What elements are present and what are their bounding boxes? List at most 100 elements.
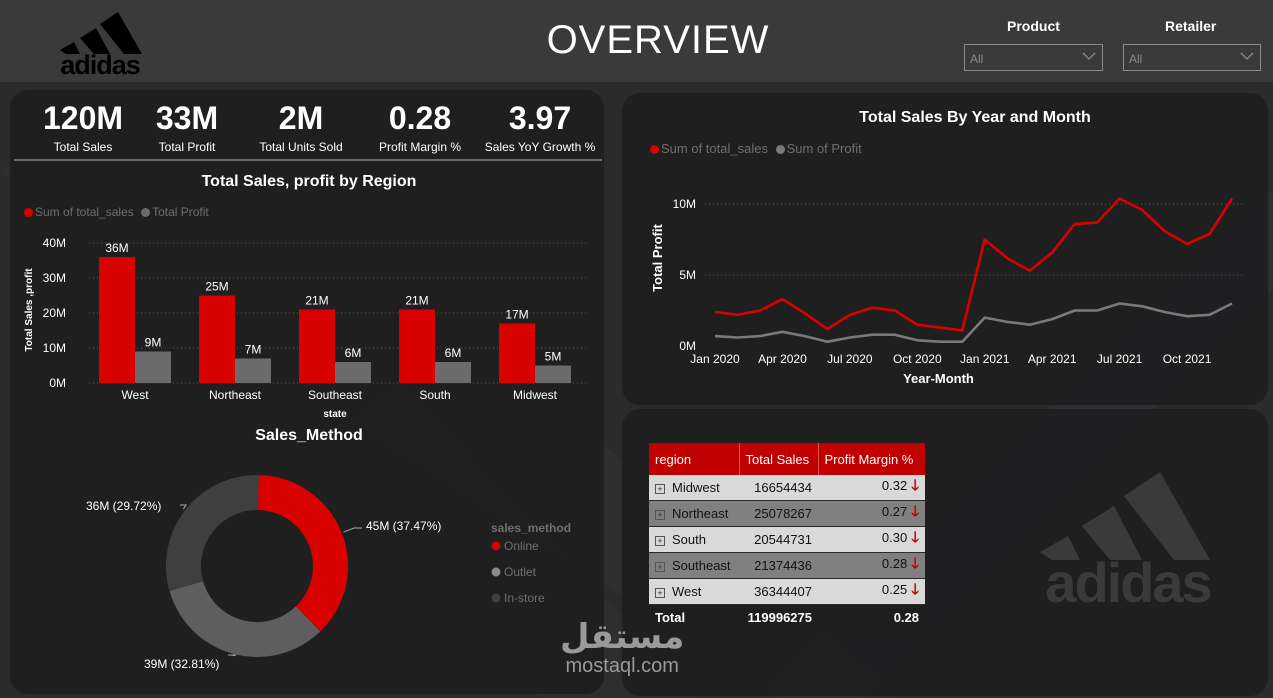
bar-profit [335,362,371,383]
data-label: 7M [245,343,262,357]
region-cell[interactable]: + West [649,578,739,605]
leader-line [180,504,187,510]
sales-cell: 25078267 [739,500,818,527]
region-cell[interactable]: + Midwest [649,475,739,501]
region-cell[interactable]: + Northeast [649,500,739,527]
line-chart-title: Total Sales By Year and Month [859,109,1091,126]
mostaql-watermark: مستقل mostaql.com [560,620,684,678]
donut-slice-online [258,475,349,632]
expand-icon[interactable]: + [655,562,665,572]
expand-icon[interactable]: + [655,588,665,598]
x-tick-label: Midwest [513,388,558,402]
col-header-region[interactable]: region [649,443,740,475]
legend-dot-profit [141,208,151,217]
y-tick-label: 30M [43,271,66,285]
adidas-watermark-logo: adidas [1040,472,1213,610]
x-tick-label: Jan 2021 [960,352,1010,366]
region-name: Midwest [672,480,720,495]
region-name: West [672,584,702,599]
total-label: Total [649,604,739,631]
donut-chart: 45M (37.47%) 39M (32.81%) 36M (29.72%) sale… [86,475,571,671]
y-tick-label: 5M [679,268,696,282]
margin-cell: 0.30 🡓 [818,526,925,553]
donut-chart-title: Sales_Method [255,427,363,444]
bar-chart-title: Total Sales, profit by Region [201,173,417,190]
col-header-profit-margin[interactable]: Profit Margin % [818,443,925,475]
kpi-label: Total Units Sold [259,140,343,154]
region-cell[interactable]: + Southeast [649,552,739,579]
leader-line [228,654,237,657]
expand-icon[interactable]: + [655,484,665,494]
y-axis-label: Total Profit [650,224,665,292]
bar-sales [199,295,235,383]
sales-cell: 20544731 [739,526,818,553]
x-tick-label: West [121,388,149,402]
sales-cell: 36344407 [739,578,818,605]
expand-icon[interactable]: + [655,510,665,520]
x-tick-label: Apr 2021 [1028,352,1077,366]
series-line-profit [714,302,1233,343]
data-label: 6M [445,346,462,360]
table-header-row: region Total Sales Profit Margin % [649,443,925,475]
margin-value: 0.27 [881,504,908,519]
x-tick-label: Jan 2020 [690,352,740,366]
region-name: South [672,532,706,547]
bar-chart-legend: Sum of total_sales Total Profit [24,205,209,219]
watermark-arabic: مستقل [560,618,685,656]
data-label: 25M [205,280,228,294]
kpi-sales-yoy: 3.97 Sales YoY Growth % [480,100,600,154]
watermark-latin: mostaql.com [565,655,679,677]
x-tick-label: Northeast [209,388,262,402]
x-axis-label: state [323,409,347,420]
y-tick-label: 10M [673,197,696,211]
bar-chart: 0M 10M 20M 30M 40M 36M 9M West 25M 7M Northeast 21M… [24,236,589,420]
slice-label: 36M (29.72%) [86,499,161,513]
series-line-sales [714,197,1234,332]
retailer-slicer-label: Retailer [1165,18,1217,34]
region-table: region Total Sales Profit Margin % + Midw… [649,443,925,631]
x-tick-label: Jul 2021 [1097,352,1143,366]
legend-dot [491,567,501,577]
data-label: 9M [145,336,162,350]
donut-slice-in-store [166,475,259,591]
bar-profit [235,358,271,383]
region-name: Northeast [672,506,729,521]
kpi-label: Sales YoY Growth % [484,140,596,154]
retailer-slicer[interactable]: All [1123,44,1261,71]
legend-label: In-store [504,591,545,605]
chevron-down-icon [1240,52,1254,60]
margin-cell: 0.27 🡓 [818,500,925,527]
table-row: + Northeast 25078267 0.27 🡓 [649,500,925,527]
data-label: 21M [405,294,428,308]
bar-sales [499,323,535,383]
retailer-slicer-value: All [1129,52,1143,66]
y-tick-label: 20M [43,306,66,320]
legend-label-profit: Sum of Profit [786,141,862,156]
bar-profit [135,351,171,383]
kpi-label: Total Profit [158,140,216,154]
legend-label: Outlet [504,565,537,579]
table-row: + Midwest 16654434 0.32 🡓 [649,475,925,501]
region-name: Southeast [672,558,731,573]
legend-label-profit: Total Profit [152,205,209,219]
data-label: 36M [105,241,128,255]
region-cell[interactable]: + South [649,526,739,553]
margin-cell: 0.28 🡓 [818,552,925,579]
legend-dot-sales [650,145,659,154]
data-label: 6M [345,346,362,360]
col-header-total-sales[interactable]: Total Sales [739,443,819,475]
header-bar: adidas OVERVIEW Product All Retailer All [0,0,1273,82]
legend-dot-sales [24,208,33,217]
chevron-down-icon [1082,52,1096,60]
legend-label-sales: Sum of total_sales [661,141,768,156]
margin-value: 0.30 [881,530,908,545]
sales-cell: 21374436 [739,552,818,579]
product-slicer[interactable]: All [964,44,1103,71]
arrow-down-icon: 🡓 [911,555,919,572]
sales-cell: 16654434 [739,475,818,501]
legend-label: Online [504,539,539,553]
margin-cell: 0.32 🡓 [818,475,925,501]
bar-sales [399,309,435,383]
expand-icon[interactable]: + [655,536,665,546]
kpi-total-sales: 120M Total Sales [28,100,138,154]
